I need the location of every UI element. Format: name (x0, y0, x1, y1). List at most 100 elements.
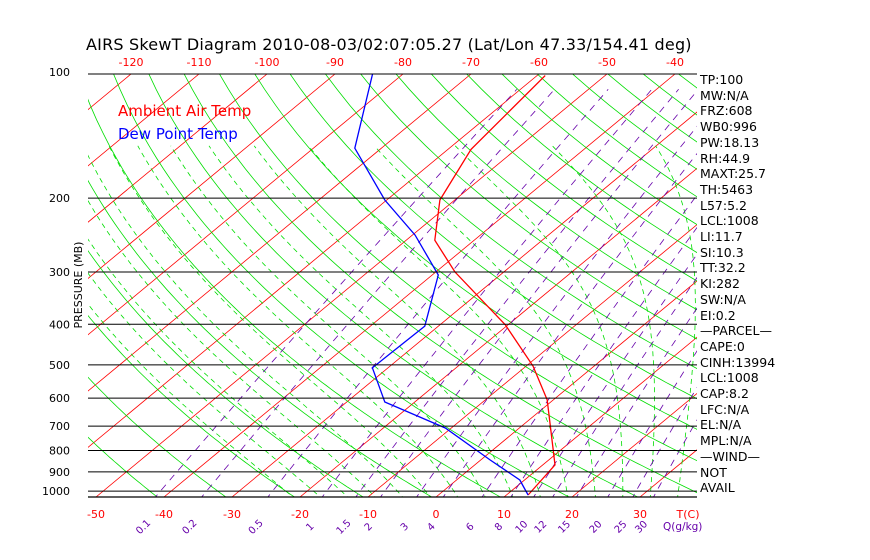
dry-adiabat (88, 98, 502, 497)
moist-adiabat (655, 145, 696, 497)
isotherm (88, 74, 200, 167)
dry-adiabat (466, 74, 697, 254)
stat-item: SI:10.3 (700, 244, 744, 260)
moist-adiabat (137, 145, 459, 497)
mixing-ratio-tick-label: 15 (556, 519, 573, 536)
stat-item: SW:N/A (700, 291, 746, 307)
mixing-ratio-line (267, 89, 609, 497)
stat-item: —PARCEL— (700, 323, 772, 339)
dry-adiabat (88, 376, 227, 497)
dry-adiabat (88, 314, 296, 497)
stat-item: LFC:N/A (700, 401, 750, 417)
pressure-tick-label: 500 (49, 359, 70, 372)
mixing-ratio-tick-label: 1.5 (335, 518, 354, 537)
stat-item: LCL:1008 (700, 370, 759, 386)
moist-adiabat (88, 238, 349, 497)
mixing-ratio-tick-label: 0.2 (181, 518, 200, 537)
bottom-temp-tick-label: 10 (497, 508, 511, 521)
isotherm (435, 280, 697, 497)
mixing-ratio-tick-label: 30 (633, 519, 650, 536)
mixing-ratio-tick-label: 25 (613, 519, 630, 536)
mixing-ratio-tick-label: 0.5 (247, 518, 266, 537)
mixing-ratio-tick-label: 1 (304, 521, 316, 533)
top-temp-tick-label: -100 (254, 56, 279, 69)
mixing-ratio-line (380, 90, 697, 497)
top-temp-tick-label: -50 (598, 56, 616, 69)
top-temp-tick-label: -110 (186, 56, 211, 69)
stat-item: LCL:1008 (700, 213, 759, 229)
dry-adiabat (254, 74, 697, 430)
pressure-tick-label: 1000 (42, 485, 70, 498)
dry-adiabat (0, 72, 23, 500)
stat-item: MPL:N/A (700, 433, 752, 449)
bottom-temp-tick-label: -40 (155, 508, 173, 521)
moist-adiabat (253, 145, 541, 497)
moist-adiabat (88, 199, 376, 497)
mixing-ratio-line (355, 89, 679, 497)
mixing-ratio-tick-label: 6 (464, 521, 476, 533)
dry-adiabat (289, 74, 697, 400)
stat-item: RH:44.9 (700, 150, 751, 166)
isotherm (0, 74, 63, 497)
dry-adiabat (395, 74, 697, 311)
bottom-temp-tick-label: 0 (433, 508, 440, 521)
top-temp-tick-label: -70 (462, 56, 480, 69)
temperature-profile-line (434, 75, 556, 496)
stat-item: CINH:13994 (700, 354, 776, 370)
bottom-temp-tick-label: -20 (291, 508, 309, 521)
stat-item: LI:11.7 (700, 229, 743, 245)
dry-adiabat (430, 74, 697, 282)
isotherm (88, 74, 268, 223)
moist-adiabat (552, 145, 655, 497)
mixing-ratio-tick-label: 12 (533, 519, 550, 536)
pressure-tick-label: 200 (49, 192, 70, 205)
top-temp-tick-label: -60 (530, 56, 548, 69)
stat-item: TT:32.2 (700, 260, 746, 276)
isotherm (367, 224, 697, 497)
bottom-temp-tick-label: 30 (633, 508, 647, 521)
isotherm (88, 74, 132, 111)
moist-adiabat (208, 145, 514, 497)
stat-item: FRZ:608 (700, 103, 753, 119)
legend-entry: Dew Point Temp (118, 125, 238, 143)
dry-adiabat (219, 74, 697, 462)
dry-adiabat (324, 74, 697, 370)
stat-item: EL:N/A (700, 417, 742, 433)
pressure-tick-label: 900 (49, 466, 70, 479)
pressure-tick-label: 700 (49, 420, 70, 433)
x-axis-label: T(C) (676, 508, 700, 521)
dry-adiabat (360, 74, 697, 340)
stat-item: TP:100 (700, 72, 744, 87)
stat-item: CAPE:0 (700, 338, 745, 354)
stat-item: NOT (700, 464, 727, 480)
stat-item: TH:5463 (700, 181, 754, 197)
stat-item: —WIND— (700, 448, 761, 464)
isotherm (88, 74, 404, 336)
dry-adiabat (113, 74, 570, 497)
dry-adiabat (148, 74, 639, 497)
moist-adiabat (454, 145, 624, 497)
mixing-ratio-axis-label: Q(g/kg) (663, 521, 702, 533)
moist-adiabat (170, 145, 486, 497)
top-temp-tick-label: -120 (118, 56, 143, 69)
pressure-tick-label: 600 (49, 392, 70, 405)
dry-adiabat (183, 74, 697, 494)
stat-item: CAP:8.2 (700, 386, 749, 402)
dry-adiabat (88, 250, 364, 497)
dry-adiabat (88, 436, 158, 497)
isotherm (503, 336, 697, 497)
pressure-tick-label: 300 (49, 266, 70, 279)
mixing-ratio-tick-label: 20 (588, 519, 605, 536)
stats-panel: TP:100 MW:N/A FRZ:608 WB0:996 PW:18.13 RH:44.… (700, 72, 775, 496)
legend-entry: Ambient Air Temp (118, 102, 251, 120)
pressure-tick-label: 400 (49, 318, 70, 331)
stat-item: KI:282 (700, 276, 740, 292)
stat-item: EI:0.2 (700, 307, 736, 323)
mixing-ratio-tick-label: 3 (399, 521, 411, 533)
stat-item: L57:5.2 (700, 197, 747, 213)
mixing-ratio-tick-label: 4 (425, 521, 437, 533)
chart-title: AIRS SkewT Diagram 2010-08-03/02:07:05.2… (86, 35, 692, 54)
bottom-temp-tick-label: -30 (223, 508, 241, 521)
y-axis-label: PRESSURE (MB) (72, 242, 85, 329)
